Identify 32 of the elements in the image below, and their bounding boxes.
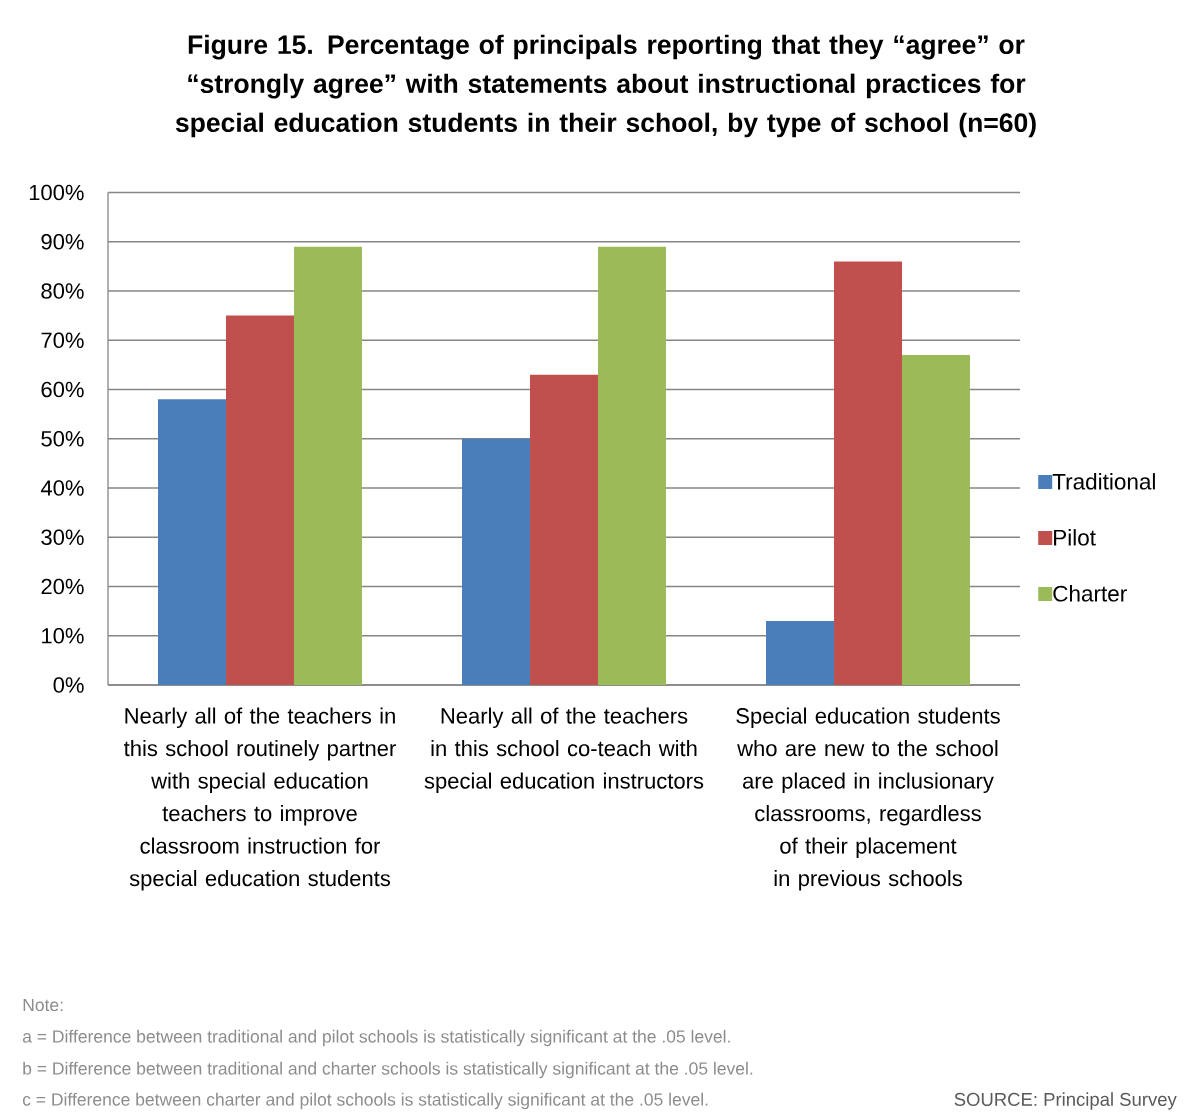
bar bbox=[766, 620, 835, 685]
y-tick-label: 60% bbox=[41, 381, 84, 398]
y-tick-label: 100% bbox=[29, 184, 84, 201]
text: Note: bbox=[23, 998, 63, 1012]
legend-label: Pilot bbox=[1054, 529, 1096, 546]
x-tick-label: Nearly all of the teachers in this school co-teach with special education instructors bbox=[424, 707, 704, 794]
bar bbox=[462, 438, 531, 685]
bar bbox=[294, 246, 362, 685]
bar bbox=[158, 399, 226, 685]
y-tick-label: 0% bbox=[53, 677, 84, 693]
text: c = Difference between charter and pilot schools is statistically significant at the .05 level. bbox=[22, 1092, 708, 1110]
y-tick-label: 90% bbox=[41, 233, 84, 250]
text: a = Difference between traditional and pilot schools is statistically significant at the .05 level. bbox=[22, 1029, 730, 1047]
chart-title: Figure 15. Percentage of principals reporting that they “agree” or “strongly agree” with statements about instructional practices for special education students in their school, by type of school (n=60) bbox=[175, 34, 1036, 138]
bar bbox=[598, 246, 667, 685]
y-tick-label: 50% bbox=[41, 430, 84, 447]
bar bbox=[902, 355, 971, 685]
y-tick-label: 20% bbox=[41, 578, 84, 595]
x-tick-label: Nearly all of the teachers in this school routinely partner with special education teachers to improve classroom instruction for special education students bbox=[123, 707, 396, 891]
y-tick-label: 80% bbox=[41, 283, 84, 299]
y-tick-label: 10% bbox=[42, 627, 84, 644]
x-tick-label: Special education students who are new to the school are placed in inclusionary classrooms, regardless of their placement in previous schools bbox=[736, 707, 1000, 891]
y-tick-label: 30% bbox=[41, 529, 84, 546]
bar bbox=[226, 315, 294, 685]
bar bbox=[530, 374, 599, 685]
y-tick-label: 40% bbox=[40, 480, 84, 496]
bar bbox=[834, 261, 903, 685]
legend-label: Traditional bbox=[1052, 473, 1155, 490]
legend-label: Charter bbox=[1053, 585, 1127, 602]
text: b = Difference between traditional and charter schools is statistically significant at the .05 level. bbox=[23, 1061, 753, 1079]
source-note: SOURCE: Principal Survey bbox=[954, 1092, 1177, 1110]
y-tick-label: 70% bbox=[41, 332, 84, 349]
